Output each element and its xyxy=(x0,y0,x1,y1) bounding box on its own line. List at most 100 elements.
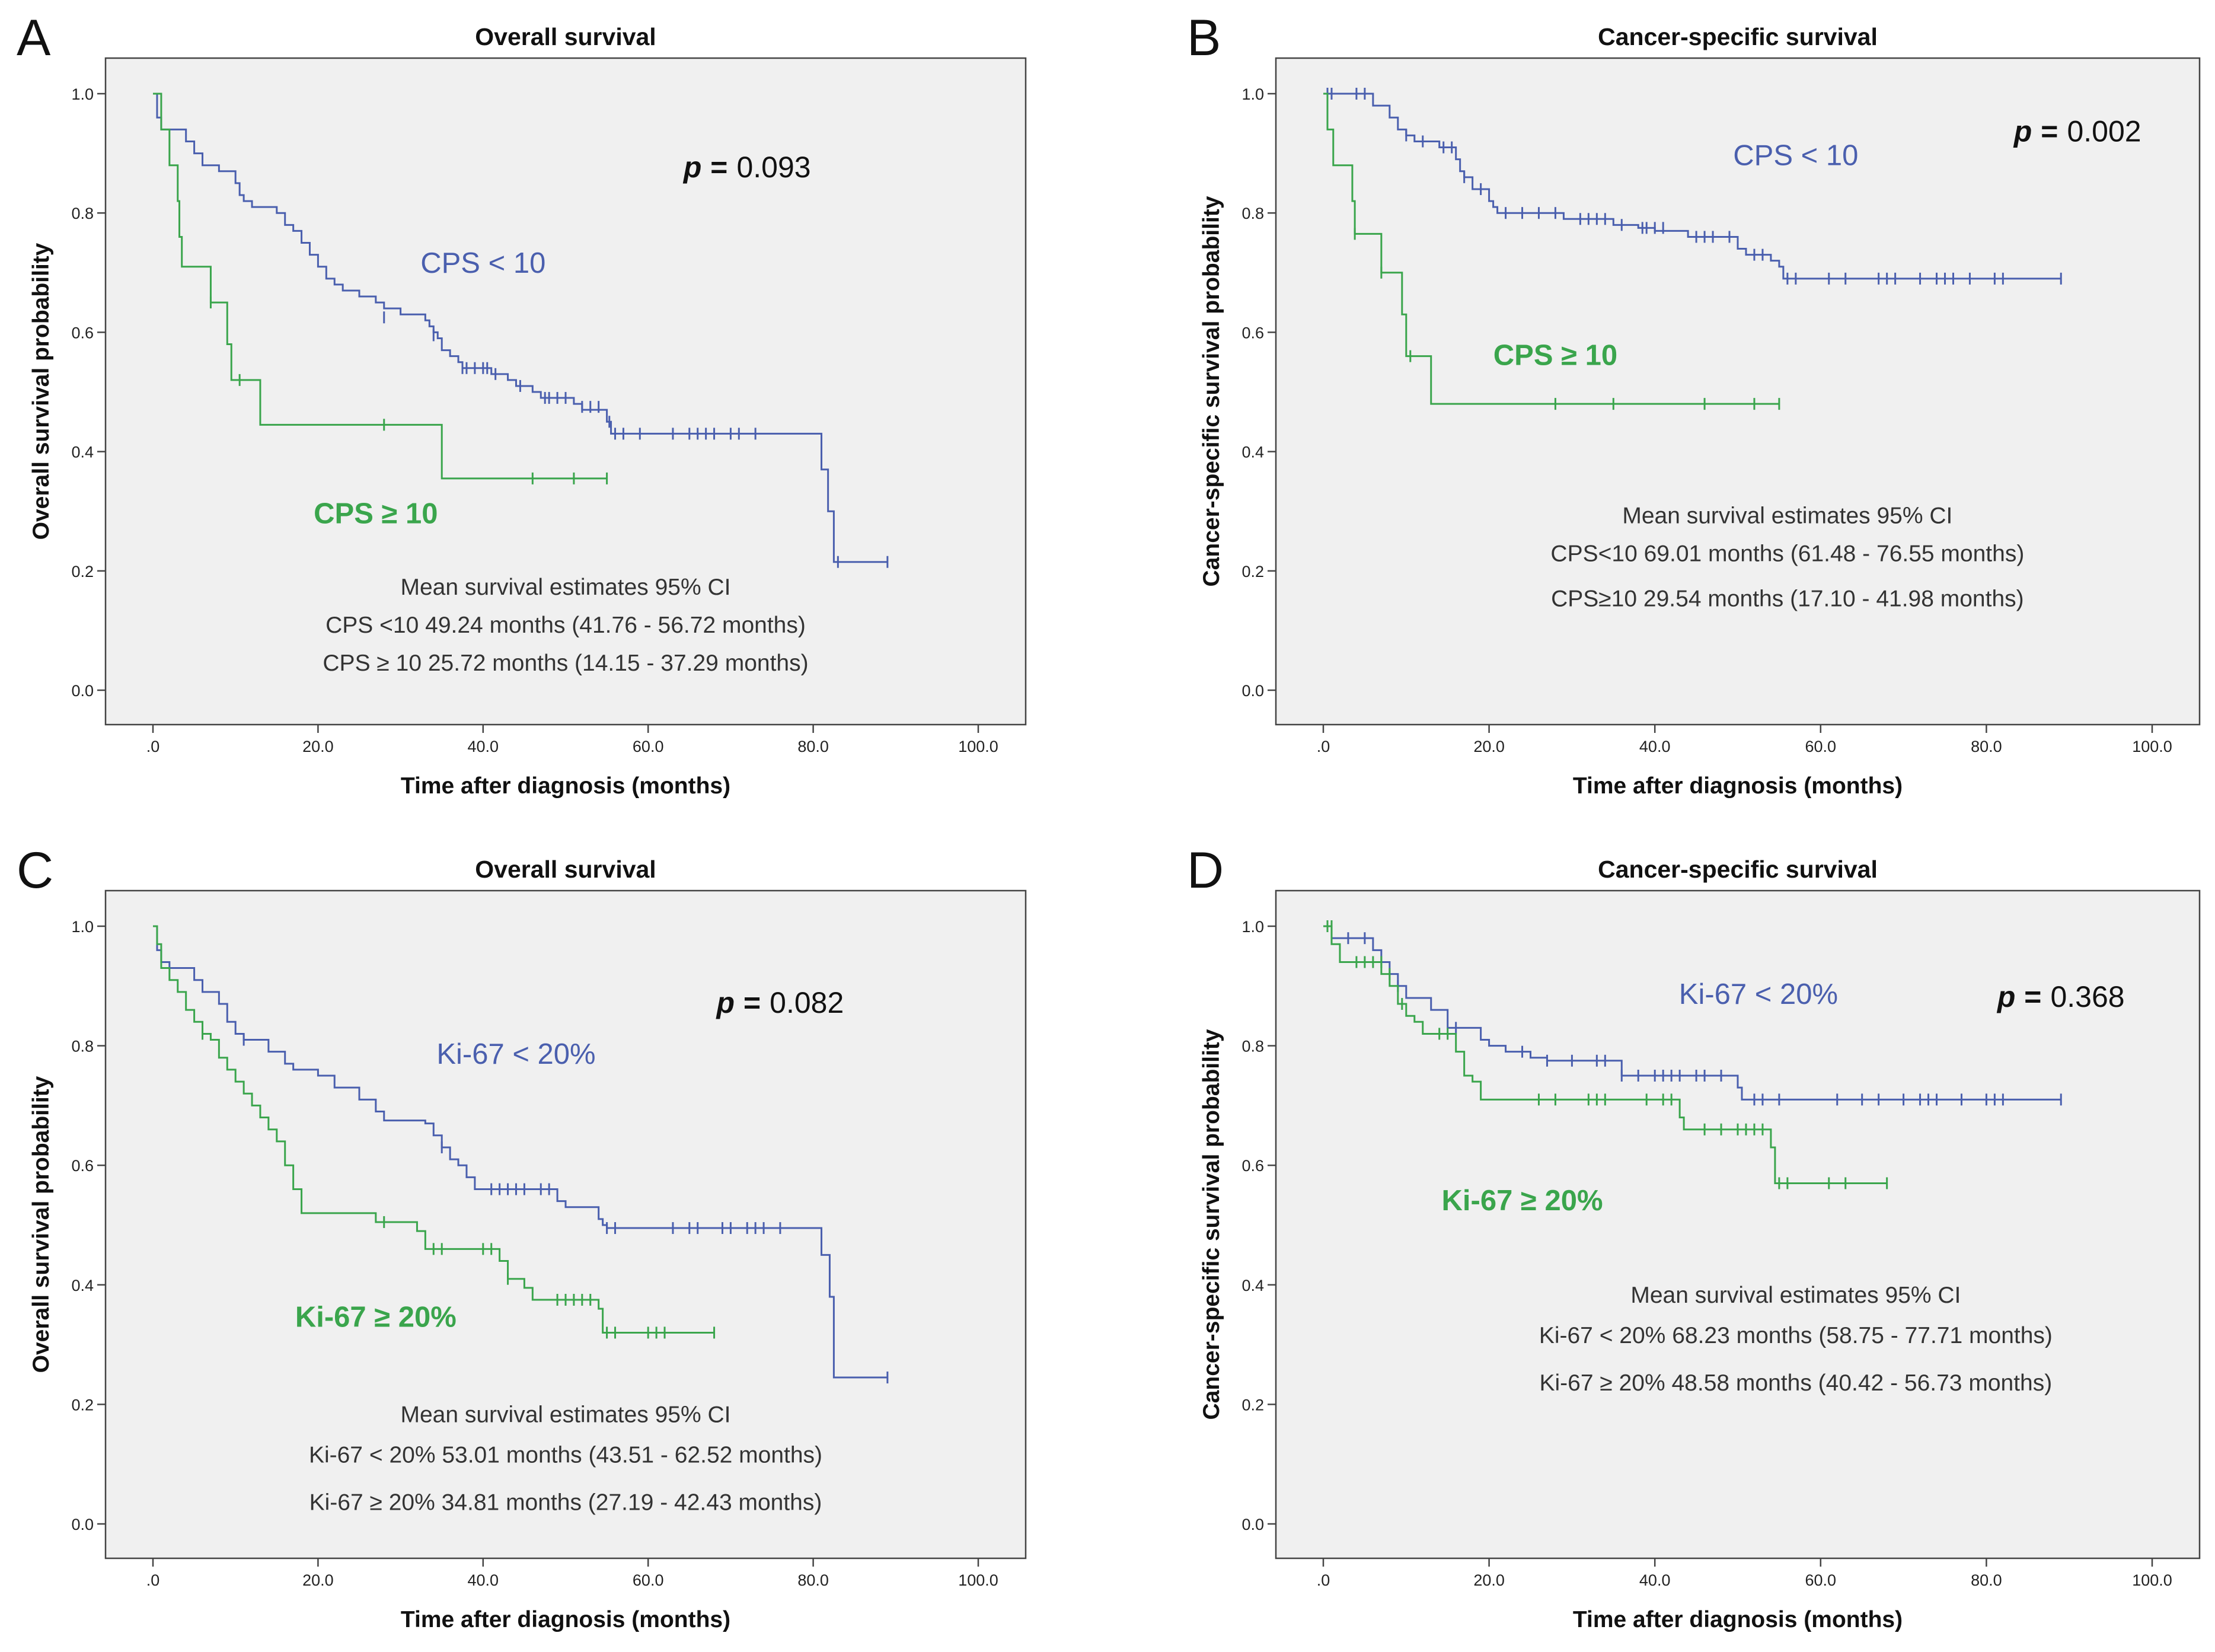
y-tick-label: 1.0 xyxy=(71,85,94,103)
x-tick-label: 100.0 xyxy=(2132,738,2172,755)
survival-curve-low xyxy=(1323,925,2061,1101)
x-axis-title: Time after diagnosis (months) xyxy=(401,773,730,799)
plot-area xyxy=(1275,889,2201,1559)
chart-title: Cancer-specific survival xyxy=(1598,23,1878,50)
stats-line: Ki-67 < 20% 68.23 months (58.75 - 77.71 … xyxy=(1539,1323,2053,1348)
x-tick-label: 60.0 xyxy=(633,738,664,755)
x-tick-label: .0 xyxy=(1317,1571,1330,1589)
p-value-label: p = xyxy=(2013,114,2058,148)
chart-title: Overall survival xyxy=(475,856,656,883)
y-tick-label: 0.4 xyxy=(1241,1277,1264,1294)
y-axis-title: Overall survival probability xyxy=(28,1076,54,1373)
panel-c: C Overall survival 0.0 0.2 0.4 0.6 0.8 1.0 .0 20.… xyxy=(17,842,1027,1632)
stats-line: Ki-67 ≥ 20% 34.81 months (27.19 - 42.43 … xyxy=(309,1490,822,1516)
panel-a: A Overall survival 0.0 0.2 0.4 0.6 0.8 1.0 .0 20.… xyxy=(17,9,1027,799)
p-value: p = 0.093 xyxy=(682,151,811,184)
x-tick-label: 60.0 xyxy=(633,1571,664,1589)
y-tick-label: 0.0 xyxy=(1241,1516,1264,1533)
panel-letter: C xyxy=(17,842,53,899)
y-tick-label: 0.6 xyxy=(1241,1157,1264,1175)
group-label: CPS ≥ 10 xyxy=(1493,340,1617,372)
p-value-number: 0.082 xyxy=(770,986,844,1019)
x-tick-label: 100.0 xyxy=(2132,1571,2172,1589)
plot-area xyxy=(1275,57,2201,726)
x-tick-label: 20.0 xyxy=(302,1571,334,1589)
y-tick-label: 1.0 xyxy=(71,918,94,936)
p-value-label: p = xyxy=(1996,980,2041,1013)
x-tick-label: 100.0 xyxy=(958,1571,998,1589)
x-tick-label: 40.0 xyxy=(1639,1571,1671,1589)
x-tick-label: .0 xyxy=(146,738,160,755)
p-value: p = 0.082 xyxy=(716,986,844,1019)
x-tick-label: 80.0 xyxy=(797,738,829,755)
x-tick-label: 40.0 xyxy=(468,738,499,755)
x-tick-label: 100.0 xyxy=(958,738,998,755)
y-tick-label: 0.0 xyxy=(1241,682,1264,700)
y-tick-label: 1.0 xyxy=(1241,85,1264,103)
y-tick-label: 0.0 xyxy=(71,1516,94,1533)
p-value: p = 0.002 xyxy=(2013,114,2141,148)
stats-title: Mean survival estimates 95% CI xyxy=(400,1402,730,1428)
group-label: Ki-67 < 20% xyxy=(436,1038,595,1070)
stats-line: CPS <10 49.24 months (41.76 - 56.72 mont… xyxy=(325,613,806,638)
stats-title: Mean survival estimates 95% CI xyxy=(400,575,730,600)
panel-letter: A xyxy=(17,9,51,66)
stats-line: CPS<10 69.01 months (61.48 - 76.55 month… xyxy=(1550,541,2024,566)
y-tick-label: 0.4 xyxy=(71,444,94,461)
y-tick-label: 0.8 xyxy=(1241,1038,1264,1055)
y-tick-label: 0.8 xyxy=(1241,205,1264,222)
y-tick-label: 0.6 xyxy=(71,324,94,342)
y-tick-label: 1.0 xyxy=(1241,918,1264,936)
group-label: Ki-67 ≥ 20% xyxy=(295,1301,457,1333)
y-tick-label: 0.2 xyxy=(1241,563,1264,581)
x-tick-label: 40.0 xyxy=(468,1571,499,1589)
stats-line: Ki-67 ≥ 20% 48.58 months (40.42 - 56.73 … xyxy=(1539,1370,2052,1396)
survival-curve-high xyxy=(153,93,607,480)
x-tick-label: 60.0 xyxy=(1805,738,1837,755)
p-value-label: p = xyxy=(682,151,727,184)
p-value-number: 0.368 xyxy=(2050,980,2124,1013)
x-axis-title: Time after diagnosis (months) xyxy=(401,1607,730,1632)
x-tick-label: 20.0 xyxy=(302,738,334,755)
x-tick-label: 80.0 xyxy=(1971,738,2002,755)
y-tick-label: 0.2 xyxy=(71,1396,94,1414)
y-tick-label: 0.2 xyxy=(1241,1396,1264,1414)
x-tick-label: .0 xyxy=(146,1571,160,1589)
chart-title: Overall survival xyxy=(475,23,656,50)
x-tick-label: 20.0 xyxy=(1473,738,1505,755)
stats-line: CPS ≥ 10 25.72 months (14.15 - 37.29 mon… xyxy=(323,650,808,676)
y-tick-label: 0.8 xyxy=(71,205,94,222)
group-label: CPS < 10 xyxy=(1733,140,1858,172)
stats-line: CPS≥10 29.54 months (17.10 - 41.98 month… xyxy=(1551,586,2024,611)
x-tick-label: 20.0 xyxy=(1473,1571,1505,1589)
y-tick-label: 0.4 xyxy=(1241,444,1264,461)
y-tick-label: 0.6 xyxy=(71,1157,94,1175)
group-label: CPS ≥ 10 xyxy=(314,497,438,530)
y-tick-label: 0.2 xyxy=(71,563,94,581)
y-tick-label: 0.6 xyxy=(1241,324,1264,342)
y-tick-label: 0.4 xyxy=(71,1277,94,1294)
group-label: Ki-67 < 20% xyxy=(1679,978,1838,1010)
p-value-number: 0.002 xyxy=(2067,114,2141,148)
p-value: p = 0.368 xyxy=(1996,980,2125,1013)
p-value-number: 0.093 xyxy=(736,151,810,184)
y-tick-label: 0.0 xyxy=(71,682,94,700)
plot-area xyxy=(104,57,1027,726)
plot-area xyxy=(104,889,1027,1559)
y-axis-title: Overall survival probability xyxy=(28,243,54,540)
y-axis-title: Cancer-specific survival probability xyxy=(1199,196,1224,586)
x-tick-label: 60.0 xyxy=(1805,1571,1837,1589)
x-tick-label: .0 xyxy=(1317,738,1330,755)
x-axis-title: Time after diagnosis (months) xyxy=(1573,1607,1903,1632)
y-axis-title: Cancer-specific survival probability xyxy=(1199,1029,1224,1420)
p-value-label: p = xyxy=(716,986,761,1019)
stats-title: Mean survival estimates 95% CI xyxy=(1622,503,1952,528)
survival-curve-low xyxy=(153,925,888,1379)
x-tick-label: 80.0 xyxy=(797,1571,829,1589)
x-tick-label: 80.0 xyxy=(1971,1571,2002,1589)
stats-line: Ki-67 < 20% 53.01 months (43.51 - 62.52 … xyxy=(309,1443,822,1468)
panel-letter: D xyxy=(1187,842,1224,899)
x-axis-title: Time after diagnosis (months) xyxy=(1573,773,1903,799)
survival-curve-high xyxy=(153,925,714,1334)
